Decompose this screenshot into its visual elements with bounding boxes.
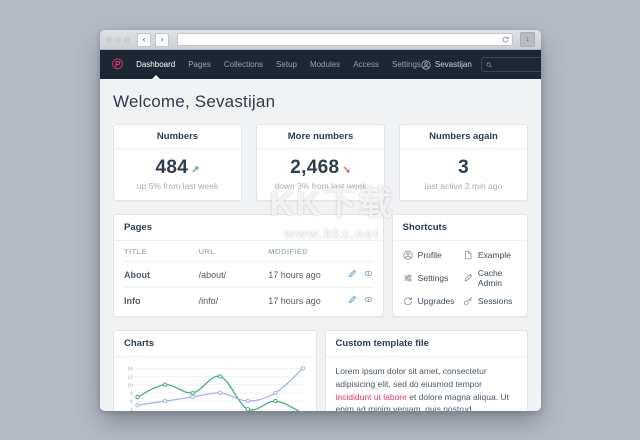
stat-card-title: Numbers again bbox=[400, 125, 527, 149]
stat-caption: last active 2 min ago bbox=[424, 181, 503, 191]
download-button[interactable]: ↓ bbox=[520, 32, 535, 47]
sliders-icon bbox=[403, 274, 412, 282]
page-url: /about/ bbox=[198, 261, 269, 289]
page-modified: 17 hours ago bbox=[268, 261, 343, 289]
browser-forward-button[interactable]: › bbox=[155, 32, 169, 47]
menu-item-setup[interactable]: Setup bbox=[276, 60, 297, 69]
page-modified: 17 hours ago bbox=[268, 295, 321, 306]
stat-card-numbers: Numbers 484 ↗ up 5% from last week bbox=[113, 124, 242, 201]
address-bar[interactable] bbox=[177, 33, 513, 46]
column-header-modified: Modified bbox=[268, 241, 343, 262]
line-chart: 02468101214 bbox=[127, 366, 306, 411]
shortcut-example[interactable]: Example bbox=[463, 250, 517, 260]
processwire-logo-icon[interactable]: ℗ bbox=[112, 56, 124, 73]
url-input[interactable] bbox=[181, 35, 502, 44]
user-name: Sevastijan bbox=[434, 60, 472, 69]
menu-item-modules[interactable]: Modules bbox=[309, 60, 341, 69]
svg-text:10: 10 bbox=[127, 383, 133, 389]
menu-item-collections[interactable]: Collections bbox=[223, 60, 264, 69]
stat-card-title: More numbers bbox=[257, 125, 384, 149]
template-text: Lorem ipsum dolor sit amet, consectetur … bbox=[335, 366, 509, 411]
shortcuts-panel: Shortcuts Profile Example bbox=[391, 214, 528, 317]
trend-down-icon: ↘ bbox=[342, 165, 351, 176]
stat-value: 2,468 bbox=[290, 157, 340, 178]
page-title-link[interactable]: About bbox=[124, 261, 199, 289]
menu-item-access[interactable]: Access bbox=[353, 60, 379, 69]
browser-window: ‹ › ↓ ℗ Dashboard Pages Collections Setu… bbox=[100, 30, 541, 411]
minimize-window-icon[interactable] bbox=[115, 36, 121, 43]
bottom-row: Charts 02468101214 Lorem ipsum Dolor sit… bbox=[113, 330, 528, 411]
middle-row: Pages Title URL Modified About /ab bbox=[113, 214, 528, 317]
inline-link[interactable]: incididunt ut labore bbox=[335, 391, 407, 402]
stat-cards-row: Numbers 484 ↗ up 5% from last week More n… bbox=[113, 124, 528, 201]
search-box[interactable] bbox=[480, 57, 541, 72]
search-icon bbox=[486, 61, 492, 68]
view-icon[interactable] bbox=[364, 269, 373, 280]
template-panel-title: Custom template file bbox=[325, 331, 527, 357]
table-row: About /about/ 17 hours ago bbox=[124, 261, 373, 289]
shortcut-settings[interactable]: Settings bbox=[403, 268, 457, 288]
menu-item-dashboard[interactable]: Dashboard bbox=[136, 50, 175, 79]
svg-text:8: 8 bbox=[130, 391, 133, 397]
close-window-icon[interactable] bbox=[106, 36, 112, 43]
stat-card-numbers-again: Numbers again 3 last active 2 min ago bbox=[399, 124, 528, 201]
browser-back-button[interactable]: ‹ bbox=[137, 32, 151, 47]
page-title-link[interactable]: Info bbox=[124, 295, 141, 306]
trend-up-icon: ↗ bbox=[191, 165, 200, 176]
svg-text:14: 14 bbox=[127, 366, 133, 372]
navbar-right: Sevastijan bbox=[421, 57, 541, 72]
file-icon bbox=[464, 250, 472, 260]
custom-template-panel: Custom template file Lorem ipsum dolor s… bbox=[324, 330, 528, 411]
brush-icon bbox=[464, 273, 472, 282]
edit-icon[interactable] bbox=[348, 269, 357, 280]
stat-caption: down 3% from last week bbox=[274, 181, 367, 191]
charts-panel-title: Charts bbox=[114, 331, 316, 357]
stat-value: 484 bbox=[155, 157, 189, 178]
pages-panel-title: Pages bbox=[114, 215, 383, 241]
page-url: /info/ bbox=[198, 295, 219, 306]
page-content: Welcome, Sevastijan Numbers 484 ↗ up 5% f… bbox=[100, 79, 541, 411]
stat-card-more-numbers: More numbers 2,468 ↘ down 3% from last we… bbox=[256, 124, 385, 201]
shortcut-upgrades[interactable]: Upgrades bbox=[403, 296, 457, 306]
table-row: Info /info/ 17 hours ago bbox=[124, 288, 373, 314]
shortcuts-panel-title: Shortcuts bbox=[392, 215, 527, 241]
page-title: Welcome, Sevastijan bbox=[113, 92, 276, 111]
refresh-icon bbox=[403, 297, 412, 306]
stat-value: 3 bbox=[458, 157, 469, 178]
user-menu[interactable]: Sevastijan bbox=[421, 59, 472, 70]
shortcuts-grid: Profile Example Settings bbox=[393, 241, 527, 316]
shortcut-sessions[interactable]: Sessions bbox=[463, 296, 517, 306]
svg-text:4: 4 bbox=[130, 407, 133, 411]
edit-icon[interactable] bbox=[348, 295, 357, 306]
app-navbar: ℗ Dashboard Pages Collections Setup Modu… bbox=[100, 50, 541, 79]
column-header-url: URL bbox=[198, 241, 269, 262]
main-menu: Dashboard Pages Collections Setup Module… bbox=[136, 50, 421, 79]
pages-table: Title URL Modified About /about/ 17 hour… bbox=[124, 241, 373, 313]
browser-chrome: ‹ › ↓ bbox=[100, 30, 541, 50]
search-input[interactable] bbox=[495, 60, 541, 69]
menu-item-settings[interactable]: Settings bbox=[391, 60, 421, 69]
reload-icon[interactable] bbox=[502, 36, 509, 43]
stat-card-title: Numbers bbox=[114, 125, 241, 149]
pages-panel: Pages Title URL Modified About /ab bbox=[113, 214, 384, 317]
view-icon[interactable] bbox=[364, 295, 373, 306]
stat-caption: up 5% from last week bbox=[136, 181, 219, 191]
key-icon bbox=[463, 297, 472, 306]
window-traffic-lights[interactable] bbox=[106, 36, 130, 43]
column-header-title: Title bbox=[124, 241, 199, 262]
menu-item-pages[interactable]: Pages bbox=[188, 60, 211, 69]
charts-panel: Charts 02468101214 Lorem ipsum Dolor sit… bbox=[113, 330, 317, 411]
svg-text:6: 6 bbox=[130, 399, 133, 405]
svg-text:12: 12 bbox=[127, 374, 133, 380]
user-avatar-icon bbox=[421, 59, 431, 70]
shortcut-profile[interactable]: Profile bbox=[403, 250, 457, 260]
maximize-window-icon[interactable] bbox=[124, 36, 130, 43]
shortcut-cache-admin[interactable]: Cache Admin bbox=[463, 268, 517, 288]
user-icon bbox=[403, 250, 413, 260]
